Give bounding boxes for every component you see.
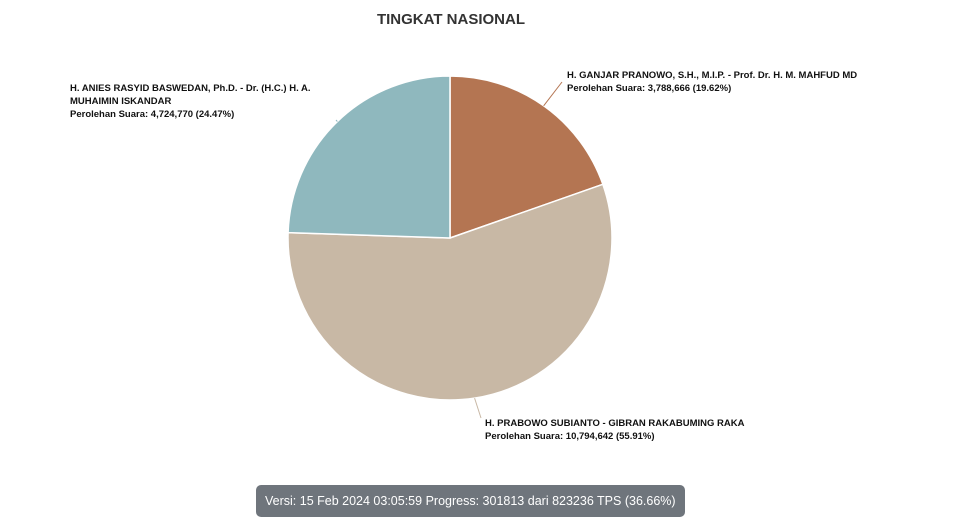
leader-line-anies: [335, 119, 338, 122]
version-progress-bar: Versi: 15 Feb 2024 03:05:59 Progress: 30…: [256, 485, 685, 517]
slice-label-name: H. ANIES RASYID BASWEDAN, Ph.D. - Dr. (H…: [70, 83, 311, 107]
slice-label-value: Perolehan Suara: 3,788,666 (19.62%): [567, 83, 732, 94]
slice-label-anies: H. ANIES RASYID BASWEDAN, Ph.D. - Dr. (H…: [70, 82, 322, 121]
chart-title: TINGKAT NASIONAL: [376, 11, 526, 28]
version-label: Versi:: [265, 494, 297, 508]
progress-done: 301813: [482, 494, 525, 508]
leader-line-prabowo: [474, 397, 482, 419]
progress-total: 823236: [552, 494, 594, 508]
slice-label-name: H. PRABOWO SUBIANTO - GIBRAN RAKABUMING …: [485, 418, 745, 429]
progress-separator: dari: [527, 494, 549, 508]
progress-unit: TPS: [597, 494, 622, 508]
slice-label-ganjar: H. GANJAR PRANOWO, S.H., M.I.P. - Prof. …: [567, 69, 907, 95]
leader-line-ganjar: [543, 81, 563, 107]
slice-label-value: Perolehan Suara: 4,724,770 (24.47%): [70, 109, 235, 120]
version-date: 15 Feb 2024 03:05:59: [299, 494, 423, 508]
progress-percent: (36.66%): [624, 494, 676, 508]
progress-label: Progress:: [425, 494, 480, 508]
slice-label-value: Perolehan Suara: 10,794,642 (55.91%): [485, 431, 655, 442]
slice-label-name: H. GANJAR PRANOWO, S.H., M.I.P. - Prof. …: [567, 70, 858, 81]
pie-slice-anies[interactable]: [287, 75, 451, 239]
slice-label-prabowo: H. PRABOWO SUBIANTO - GIBRAN RAKABUMING …: [485, 417, 805, 443]
